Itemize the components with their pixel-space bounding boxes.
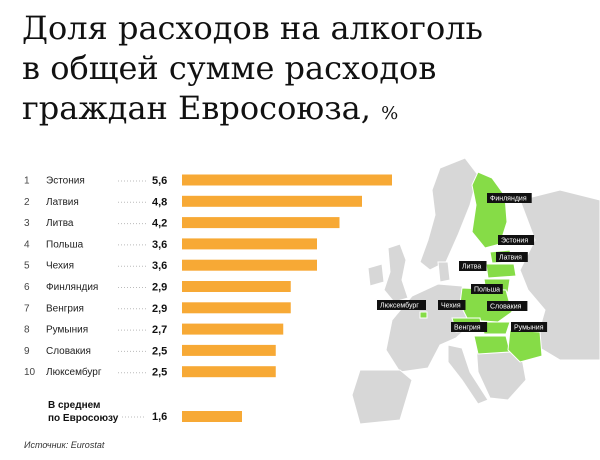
value-label: 2,5 [152, 367, 167, 379]
map-ireland [367, 263, 385, 287]
rank-label: 2 [24, 197, 30, 208]
map-label: Латвия [496, 252, 528, 262]
bar [182, 344, 276, 356]
map-label-bg [438, 300, 466, 310]
map-labels: Финляндия Эстония Латвия Литва Польша Люксемб… [377, 193, 548, 332]
bar [182, 259, 317, 271]
category-label: Литва [46, 218, 74, 229]
map-label-bg [459, 261, 487, 271]
rank-label: 10 [24, 367, 36, 378]
bar-chart: 1 Эстония 5,6 2 Латвия 4,8 3 Литва 4,2 4 Польша 3,6… [24, 174, 392, 424]
rank-label: 1 [24, 176, 30, 187]
map-label-bg [487, 301, 528, 311]
value-label: 2,7 [152, 324, 167, 336]
title-line-3: граждан Евросоюза, [22, 89, 371, 127]
bar [182, 302, 291, 314]
value-label: 4,8 [152, 196, 167, 208]
map-label-text: Латвия [499, 255, 522, 262]
bar [182, 281, 291, 292]
bar [182, 217, 340, 229]
map-label-text: Финляндия [490, 196, 527, 203]
map-label-text: Венгрия [454, 325, 481, 332]
bar [182, 323, 284, 335]
rank-label: 4 [24, 239, 30, 250]
rank-label: 3 [24, 218, 30, 229]
map-italy [447, 344, 489, 405]
map-scandinavia [419, 157, 479, 271]
rank-label: 8 [24, 325, 30, 336]
map-label-bg [496, 252, 528, 262]
value-label: 2,9 [152, 303, 167, 315]
map-label: Словакия [487, 301, 528, 311]
category-label: Чехия [46, 261, 74, 272]
category-label: Румыния [46, 325, 88, 336]
map-label-bg [511, 322, 548, 332]
source-note: Источник: Eurostat [24, 440, 105, 450]
map-label-bg [487, 193, 532, 203]
average-value-label: 1,6 [152, 411, 167, 423]
map-label-bg [377, 300, 426, 310]
category-label: Словакия [46, 346, 91, 357]
map-label: Финляндия [487, 193, 532, 203]
map-label-text: Люксембург [380, 302, 419, 310]
average-label-line-2: по Евросоюзу [48, 413, 119, 424]
category-label: Финляндия [46, 282, 98, 293]
map-luxembourg [419, 311, 428, 319]
map-label-bg [451, 322, 488, 332]
map-iberia [351, 369, 413, 425]
map-label: Румыния [511, 322, 548, 332]
bar [182, 366, 276, 378]
map-label-text: Чехия [441, 303, 461, 310]
value-label: 5,6 [152, 175, 167, 187]
bar [182, 238, 317, 250]
category-label: Латвия [46, 197, 79, 208]
title-unit: % [381, 103, 399, 124]
category-label: Венгрия [46, 303, 84, 314]
map-label: Чехия [438, 300, 466, 310]
map-label-bg [471, 284, 503, 294]
rank-label: 7 [24, 303, 30, 314]
map-label-text: Литва [462, 264, 481, 271]
title-line-1: Доля расходов на алкоголь [22, 9, 483, 47]
map-hungary [473, 335, 511, 355]
rank-label: 9 [24, 346, 30, 357]
map-label: Польша [471, 284, 503, 294]
value-label: 2,9 [152, 282, 167, 294]
average-label-line-1: В среднем [48, 400, 100, 411]
category-label: Польша [46, 239, 84, 250]
map-label-text: Эстония [501, 238, 528, 245]
title-line-2: в общей сумме расходов [22, 49, 437, 87]
map-label: Эстония [498, 235, 535, 245]
bar [182, 174, 392, 186]
chart-title: Доля расходов на алкоголь в общей сумме … [22, 8, 492, 134]
map-label-bg [498, 235, 535, 245]
rank-label: 5 [24, 261, 30, 272]
category-label: Люксембург [46, 366, 102, 378]
map-label: Литва [459, 261, 487, 271]
category-label: Эстония [46, 176, 85, 187]
map-uk [383, 243, 409, 303]
map-label-text: Румыния [514, 325, 544, 332]
map-label: Венгрия [451, 322, 488, 332]
value-label: 3,6 [152, 260, 167, 272]
value-label: 3,6 [152, 239, 167, 251]
bar [182, 195, 362, 207]
average-bar [182, 411, 242, 422]
map-latvia [485, 263, 517, 279]
map-label-text: Польша [474, 287, 500, 294]
map-finland [471, 171, 508, 249]
value-label: 2,5 [152, 345, 167, 357]
map-denmark [437, 261, 451, 283]
value-label: 4,2 [152, 218, 167, 230]
map-label-text: Словакия [490, 304, 522, 311]
europe-map: Финляндия Эстония Латвия Литва Польша Люксемб… [351, 157, 600, 425]
map-label: Люксембург [377, 300, 426, 310]
rank-label: 6 [24, 282, 30, 293]
